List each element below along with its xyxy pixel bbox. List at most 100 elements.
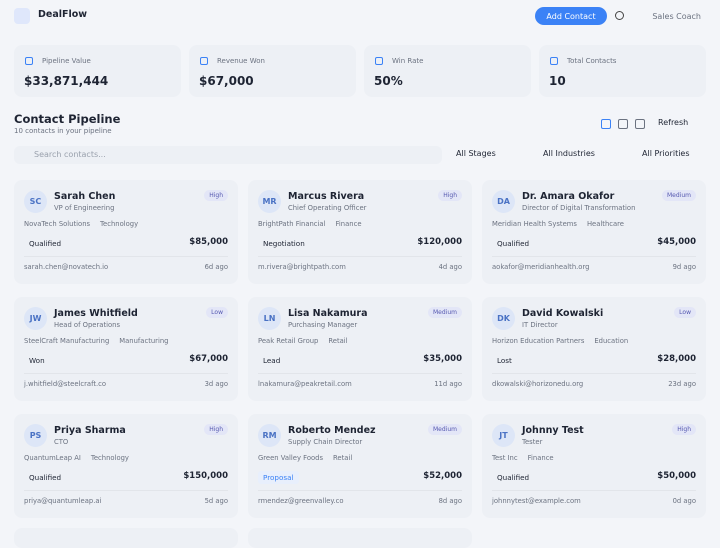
contact-name: Marcus Rivera [288, 191, 365, 202]
search-input[interactable]: Search contacts... [14, 146, 442, 164]
stat-label: Total Contacts [567, 57, 617, 65]
last-contact: 5d ago [204, 497, 228, 505]
add-contact-button[interactable]: Add Contact [535, 7, 607, 25]
priority-badge: Medium [428, 307, 462, 318]
stage-badge: Lost [497, 356, 512, 365]
priority-badge: Medium [662, 190, 696, 201]
deal-value: $120,000 [417, 237, 462, 247]
contact-card[interactable]: MR Marcus Rivera Chief Operating Officer Hi… [248, 180, 472, 284]
board-view[interactable] [635, 119, 645, 129]
contact-name: Dr. Amara Okafor [522, 191, 615, 202]
company: SteelCraft Manufacturing [24, 337, 110, 345]
card-partial [14, 528, 238, 548]
industry-filter[interactable]: All Industries [543, 149, 595, 158]
stage-badge: Negotiation [263, 239, 305, 248]
logo [14, 8, 30, 24]
divider [24, 373, 228, 374]
stage-badge: Qualified [497, 473, 530, 482]
company-row: Peak Retail Group Retail [258, 337, 348, 345]
last-contact: 8d ago [438, 497, 462, 505]
contact-title: Head of Operations [54, 321, 121, 329]
stat-value: 50% [374, 74, 403, 88]
last-contact: 11d ago [434, 380, 462, 388]
sales-coach-button[interactable]: Sales Coach [652, 11, 701, 21]
priority-badge: High [204, 424, 228, 435]
stage-badge: Won [29, 356, 45, 365]
contact-card[interactable]: RM Roberto Mendez Supply Chain Director Med… [248, 414, 472, 518]
email: priya@quantumleap.ai [24, 497, 102, 505]
email: aokafor@meridianhealth.org [492, 263, 590, 271]
refresh-button[interactable]: Refresh [658, 118, 689, 127]
divider [24, 490, 228, 491]
deal-value: $50,000 [657, 471, 696, 481]
section-subtitle: 10 contacts in your pipeline [14, 127, 112, 135]
avatar: PS [24, 424, 47, 447]
company: Green Valley Foods [258, 454, 324, 462]
industry: Technology [100, 220, 139, 228]
contact-name: Johnny Test [522, 425, 584, 436]
contact-card[interactable]: DA Dr. Amara Okafor Director of Digital Tr… [482, 180, 706, 284]
divider [24, 256, 228, 257]
company-row: Green Valley Foods Retail [258, 454, 352, 462]
stat-icon [25, 57, 33, 65]
contact-title: VP of Engineering [54, 204, 115, 212]
avatar: RM [258, 424, 281, 447]
contact-name: David Kowalski [522, 308, 604, 319]
email: rmendez@greenvalley.co [258, 497, 344, 505]
last-contact: 6d ago [204, 263, 228, 271]
industry: Retail [328, 337, 348, 345]
list-view[interactable] [618, 119, 628, 129]
grid-view[interactable] [601, 119, 611, 129]
priority-badge: Low [674, 307, 696, 318]
contact-card[interactable]: LN Lisa Nakamura Purchasing Manager Medium P… [248, 297, 472, 401]
stat-icon [375, 57, 383, 65]
avatar: DK [492, 307, 515, 330]
last-contact: 3d ago [204, 380, 228, 388]
priority-filter[interactable]: All Priorities [642, 149, 690, 158]
deal-value: $35,000 [423, 354, 462, 364]
company-row: QuantumLeap AI Technology [24, 454, 129, 462]
contact-title: Director of Digital Transformation [522, 204, 636, 212]
contact-card[interactable]: SC Sarah Chen VP of Engineering High NovaTec… [14, 180, 238, 284]
email: j.whitfield@steelcraft.co [24, 380, 107, 388]
section-title: Contact Pipeline [14, 112, 121, 126]
avatar: MR [258, 190, 281, 213]
stat-value: $33,871,444 [24, 74, 109, 88]
contact-title: CTO [54, 438, 69, 446]
deal-value: $28,000 [657, 354, 696, 364]
divider [492, 256, 696, 257]
company: Horizon Education Partners [492, 337, 585, 345]
company: Test Inc [492, 454, 518, 462]
divider [492, 373, 696, 374]
last-contact: 9d ago [672, 263, 696, 271]
industry: Education [594, 337, 629, 345]
company-row: Test Inc Finance [492, 454, 554, 462]
stat-card: Win Rate 50% [364, 45, 531, 97]
company-row: Meridian Health Systems Healthcare [492, 220, 624, 228]
contact-card[interactable]: PS Priya Sharma CTO High QuantumLeap AI Techn… [14, 414, 238, 518]
contact-name: Priya Sharma [54, 425, 126, 436]
divider [258, 490, 462, 491]
industry: Technology [90, 454, 129, 462]
company-row: BrightPath Financial Finance [258, 220, 362, 228]
stat-label: Win Rate [392, 57, 424, 65]
divider [258, 256, 462, 257]
deal-value: $67,000 [189, 354, 228, 364]
stat-icon [550, 57, 558, 65]
avatar: JW [24, 307, 47, 330]
contact-name: James Whitfield [54, 308, 138, 319]
contact-card[interactable]: JT Johnny Test Tester High Test Inc Finance Qu… [482, 414, 706, 518]
priority-badge: High [672, 424, 696, 435]
contact-card[interactable]: DK David Kowalski IT Director Low Horizon Ed… [482, 297, 706, 401]
deal-value: $45,000 [657, 237, 696, 247]
company: NovaTech Solutions [24, 220, 91, 228]
contact-title: Chief Operating Officer [288, 204, 367, 212]
theme-toggle[interactable] [615, 11, 624, 20]
contact-card[interactable]: JW James Whitfield Head of Operations Low St… [14, 297, 238, 401]
industry: Healthcare [586, 220, 624, 228]
stage-filter[interactable]: All Stages [456, 149, 496, 158]
avatar: JT [492, 424, 515, 447]
deal-value: $150,000 [183, 471, 228, 481]
